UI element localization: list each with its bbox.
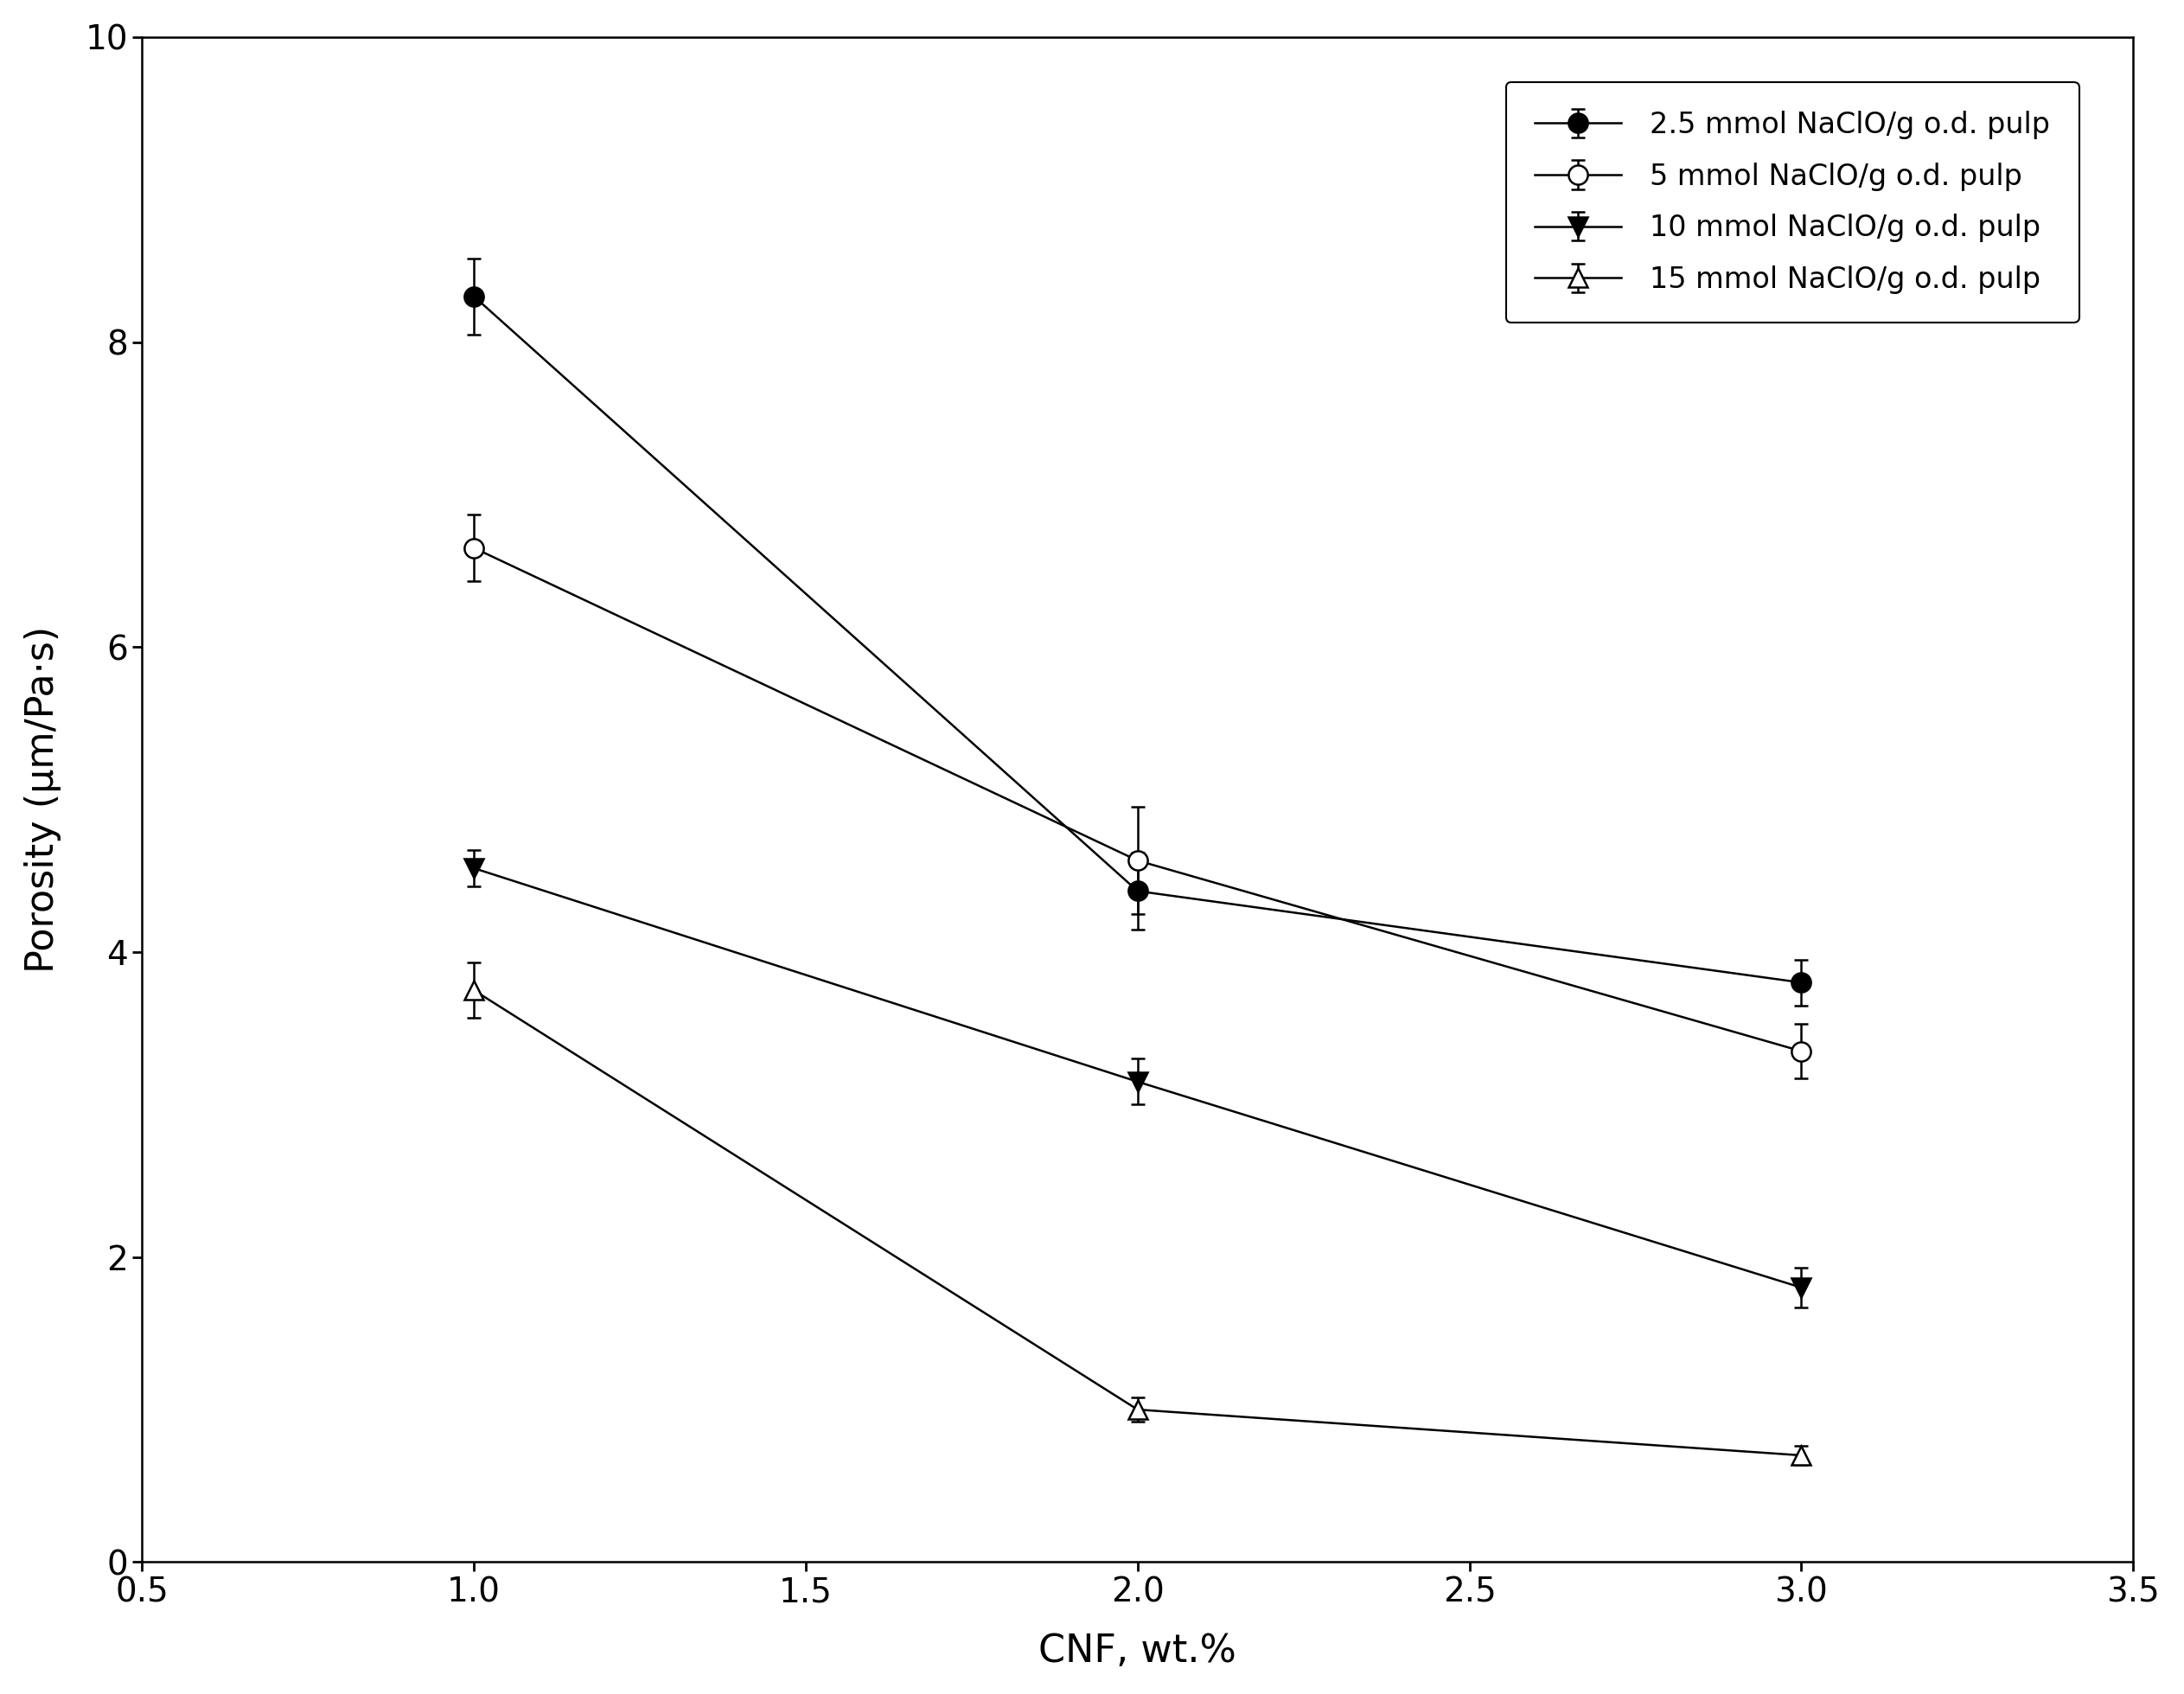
Legend: 2.5 mmol NaClO/g o.d. pulp, 5 mmol NaClO/g o.d. pulp, 10 mmol NaClO/g o.d. pulp,: 2.5 mmol NaClO/g o.d. pulp, 5 mmol NaClO…	[1505, 81, 2079, 324]
X-axis label: CNF, wt.%: CNF, wt.%	[1040, 1633, 1236, 1670]
Y-axis label: Porosity (μm/Pa·s): Porosity (μm/Pa·s)	[24, 627, 61, 972]
